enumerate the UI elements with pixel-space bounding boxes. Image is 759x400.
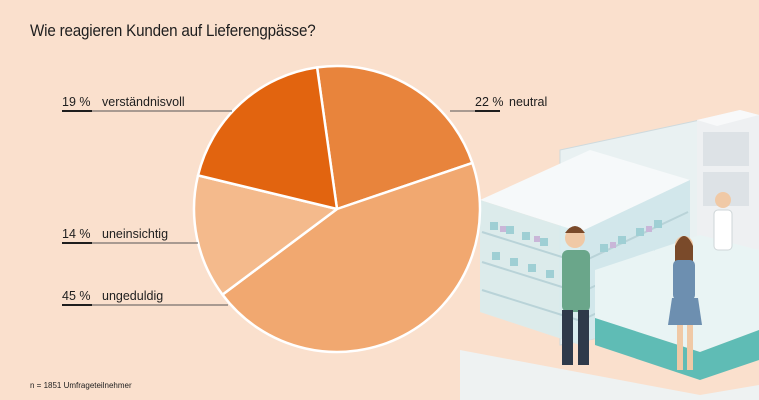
pie-slice-verstaendnisvoll bbox=[196, 66, 339, 211]
value-label-ungeduldig: 45 % bbox=[62, 289, 91, 303]
label-neutral-group: 22 % neutral bbox=[450, 95, 547, 112]
category-label-verstaendnisvoll: verständnisvoll bbox=[102, 95, 185, 109]
category-label-uneinsichtig: uneinsichtig bbox=[102, 227, 168, 241]
value-label-verstaendnisvoll: 19 % bbox=[62, 95, 91, 109]
pie-slice-neutral bbox=[315, 64, 474, 211]
label-verstaendnisvoll-group: 19 % verständnisvoll bbox=[62, 95, 232, 112]
category-label-ungeduldig: ungeduldig bbox=[102, 289, 163, 303]
value-label-neutral: 22 % bbox=[475, 95, 504, 109]
chart-title: Wie reagieren Kunden auf Lieferengpässe? bbox=[30, 22, 316, 40]
category-label-neutral: neutral bbox=[509, 95, 547, 109]
pie-slice-ungeduldig bbox=[221, 161, 482, 354]
pie-slice-uneinsichtig bbox=[192, 174, 339, 296]
label-ungeduldig-group: 45 % ungeduldig bbox=[62, 289, 228, 306]
value-label-uneinsichtig: 14 % bbox=[62, 227, 91, 241]
pharmacy-illustration bbox=[460, 110, 759, 400]
sample-size-footnote: n = 1851 Umfrageteilnehmer bbox=[30, 381, 132, 390]
label-uneinsichtig-group: 14 % uneinsichtig bbox=[62, 227, 198, 244]
